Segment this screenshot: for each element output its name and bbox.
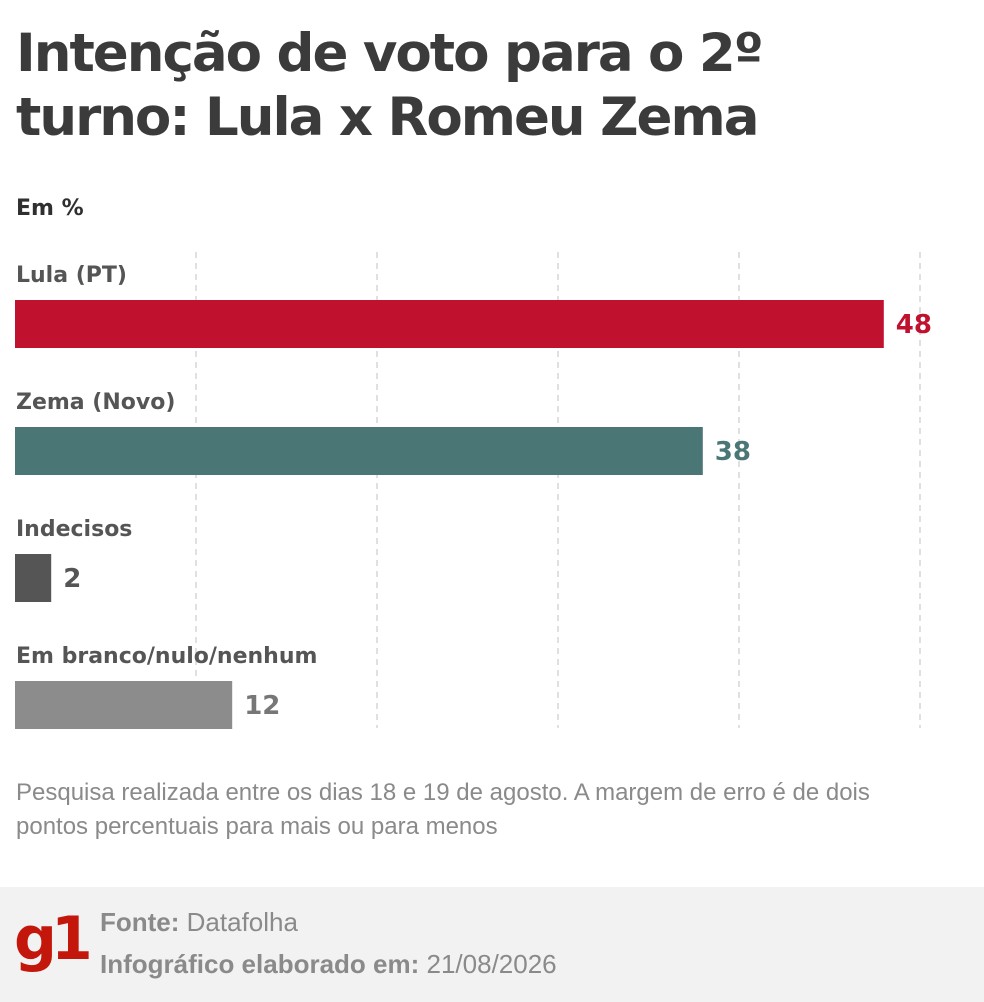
data-label: 12 bbox=[244, 691, 280, 721]
category-label: Em branco/nulo/nenhum bbox=[16, 644, 317, 669]
date-label: Infográfico elaborado em: bbox=[100, 949, 420, 979]
bar bbox=[15, 300, 884, 348]
data-label: 48 bbox=[896, 310, 932, 340]
data-label: 38 bbox=[715, 437, 751, 467]
data-label: 2 bbox=[63, 564, 81, 594]
category-label: Indecisos bbox=[16, 517, 132, 542]
source-label: Fonte: bbox=[100, 907, 180, 937]
source-line: Fonte: Datafolha bbox=[100, 907, 298, 938]
chart-title: Intenção de voto para o 2º turno: Lula x… bbox=[16, 23, 764, 148]
category-label: Zema (Novo) bbox=[16, 390, 175, 415]
category-label: Lula (PT) bbox=[16, 263, 127, 288]
date-value: 21/08/2026 bbox=[426, 949, 557, 979]
date-line: Infográfico elaborado em: 21/08/2026 bbox=[100, 949, 557, 980]
bar bbox=[15, 427, 703, 475]
bar-chart: Lula (PT) 48 Zema (Novo) 38 Indecisos 2 Em bra… bbox=[15, 252, 932, 729]
footnote: Pesquisa realizada entre os dias 18 e 19… bbox=[16, 779, 870, 840]
footer: g1 Fonte: Datafolha Infográfico elaborad… bbox=[0, 887, 984, 1002]
bar bbox=[15, 554, 52, 602]
unit-label: Em % bbox=[16, 196, 84, 221]
g1-logo: g1 bbox=[14, 904, 93, 974]
source-value: Datafolha bbox=[186, 907, 298, 937]
bar bbox=[15, 681, 233, 729]
